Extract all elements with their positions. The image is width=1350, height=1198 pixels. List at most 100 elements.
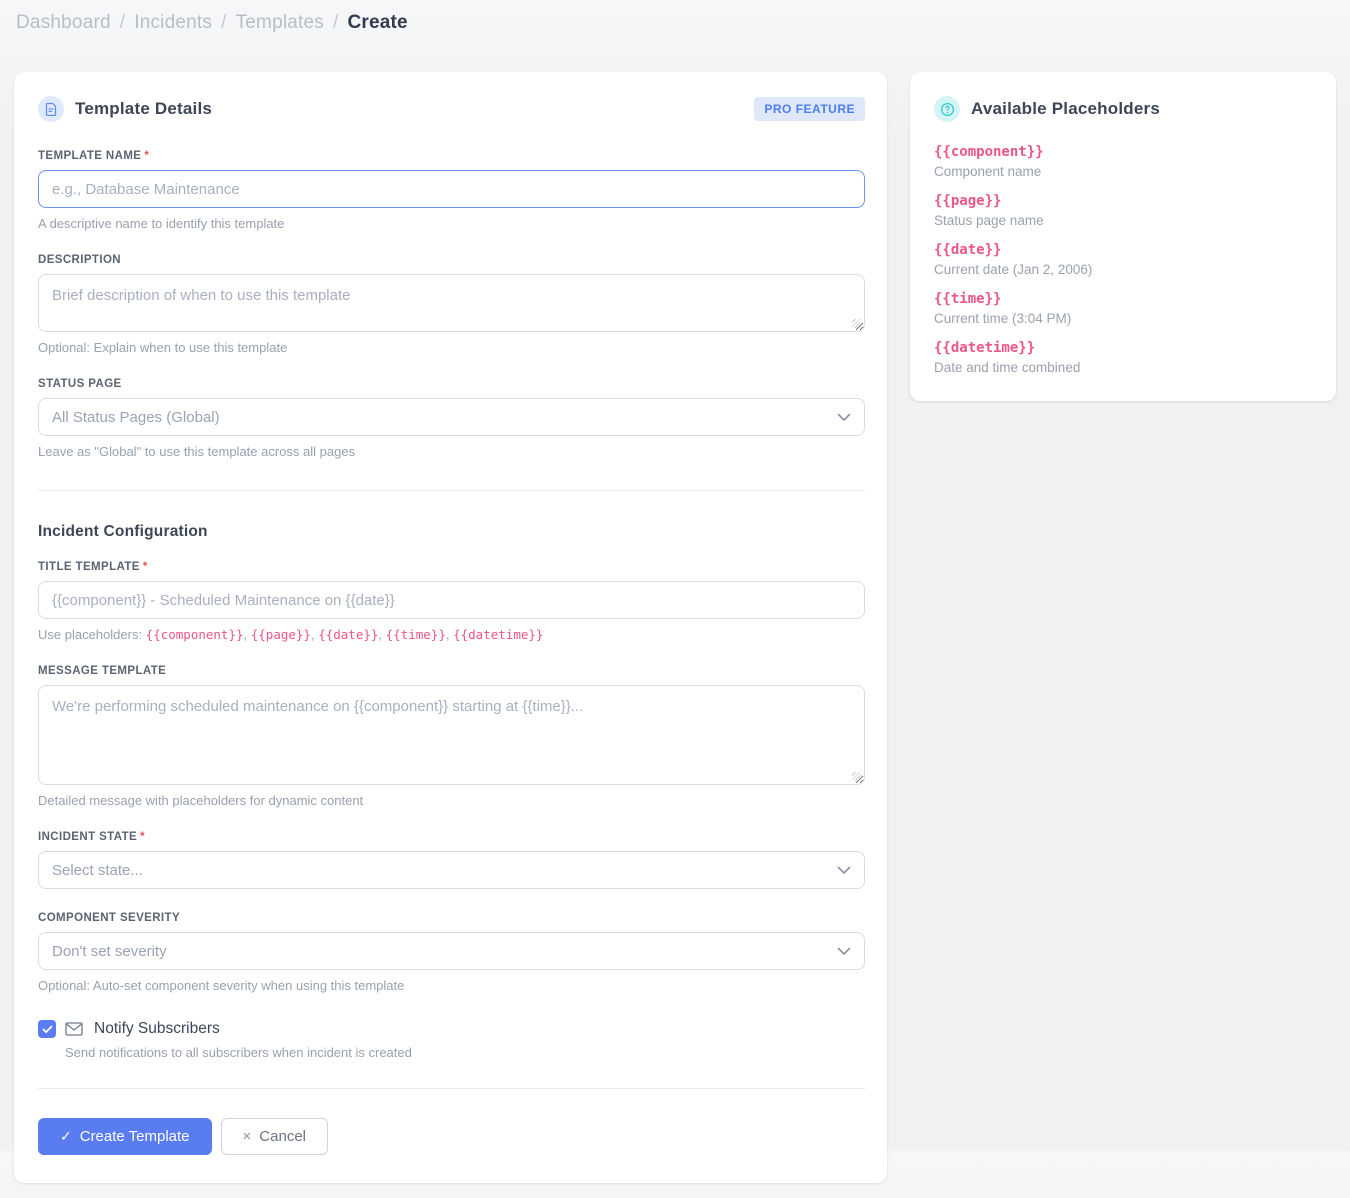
notify-subscribers-help: Send notifications to all subscribers wh… (65, 1045, 412, 1060)
side-card-title: Available Placeholders (971, 99, 1160, 118)
description-help: Optional: Explain when to use this templ… (38, 340, 288, 355)
status-page-help: Leave as "Global" to use this template a… (38, 444, 356, 459)
breadcrumb-separator: / (119, 12, 126, 33)
placeholder-token: {{component}} (934, 144, 1044, 160)
placeholder-token: {{page}} (934, 193, 1002, 209)
pro-feature-badge: PRO FEATURE (754, 97, 865, 121)
template-name-label-text: TEMPLATE NAME (38, 150, 142, 162)
notify-subscribers-row[interactable]: Notify Subscribers (38, 1020, 865, 1038)
breadcrumb-templates[interactable]: Templates (235, 12, 324, 33)
placeholder-token: {{time}} (385, 627, 446, 642)
placeholder-item: {{datetime}} Date and time combined (934, 340, 1312, 375)
placeholder-item: {{date}} Current date (Jan 2, 2006) (934, 242, 1312, 277)
placeholder-description: Date and time combined (934, 360, 1081, 375)
field-description: DESCRIPTION Optional: Explain when to us… (38, 254, 865, 355)
notify-subscribers-label: Notify Subscribers (94, 1020, 220, 1037)
incident-state-value: Select state... (52, 861, 143, 879)
field-template-name: TEMPLATE NAME* A descriptive name to ide… (38, 150, 865, 231)
component-severity-select[interactable]: Don't set severity (38, 932, 865, 970)
required-asterisk: * (142, 561, 148, 573)
token-separator: , (243, 627, 251, 642)
status-page-select[interactable]: All Status Pages (Global) (38, 398, 865, 436)
available-placeholders-card: Available Placeholders {{component}} Comp… (910, 72, 1336, 401)
title-template-label-text: TITLE TEMPLATE (38, 561, 140, 573)
token-separator: , (310, 627, 319, 642)
placeholder-description: Current time (3:04 PM) (934, 311, 1072, 326)
placeholder-description: Component name (934, 164, 1042, 179)
token-separator: , (445, 627, 454, 642)
field-incident-state: INCIDENT STATE * Select state... (38, 831, 865, 889)
placeholder-token: {{datetime}} (934, 340, 1036, 356)
template-details-card: Template Details PRO FEATURE TEMPLATE NA… (14, 72, 887, 1183)
section-divider (38, 490, 865, 491)
placeholder-item: {{page}} Status page name (934, 193, 1312, 228)
card-header: Template Details PRO FEATURE (38, 96, 865, 122)
breadcrumb-dashboard[interactable]: Dashboard (16, 12, 111, 33)
field-message-template: MESSAGE TEMPLATE Detailed message with p… (38, 665, 865, 808)
incident-configuration-title: Incident Configuration (38, 523, 208, 540)
placeholder-token: {{date}} (318, 627, 379, 642)
chevron-down-icon (837, 866, 851, 874)
check-icon: ✓ (60, 1128, 72, 1144)
placeholder-token: {{time}} (934, 291, 1002, 307)
component-severity-help: Optional: Auto-set component severity wh… (38, 978, 405, 993)
token-separator: , (378, 627, 386, 642)
create-template-label: Create Template (79, 1128, 190, 1145)
breadcrumb-incidents[interactable]: Incidents (134, 12, 213, 33)
incident-state-label-text: INCIDENT STATE (38, 831, 138, 843)
title-template-tokens: {{component}}, {{page}}, {{date}}, {{tim… (146, 627, 544, 642)
required-asterisk: * (144, 150, 150, 162)
placeholder-token: {{date}} (934, 242, 1002, 258)
envelope-icon (65, 1022, 83, 1036)
message-template-textarea[interactable] (38, 685, 865, 785)
title-template-help: Use placeholders: {{component}}, {{page}… (38, 627, 865, 642)
description-textarea[interactable] (38, 274, 865, 332)
template-name-help: A descriptive name to identify this temp… (38, 216, 285, 231)
status-page-label: STATUS PAGE (38, 378, 122, 390)
required-asterisk: * (140, 831, 145, 843)
breadcrumb-separator: / (332, 12, 339, 33)
field-component-severity: COMPONENT SEVERITY Don't set severity Op… (38, 912, 865, 993)
incident-state-select[interactable]: Select state... (38, 851, 865, 889)
template-name-input[interactable] (38, 170, 865, 208)
message-template-label: MESSAGE TEMPLATE (38, 665, 167, 677)
document-icon (38, 96, 64, 122)
placeholder-token: {{datetime}} (453, 627, 544, 642)
description-label: DESCRIPTION (38, 254, 121, 266)
close-icon: × (242, 1128, 252, 1145)
field-title-template: TITLE TEMPLATE* Use placeholders: {{comp… (38, 561, 865, 642)
component-severity-value: Don't set severity (52, 942, 167, 960)
template-name-label: TEMPLATE NAME * (38, 150, 865, 162)
title-template-input[interactable] (38, 581, 865, 619)
placeholder-list: {{component}} Component name {{page}} Statu… (934, 144, 1312, 375)
field-status-page: STATUS PAGE All Status Pages (Global) Le… (38, 378, 865, 459)
cancel-label: Cancel (259, 1128, 306, 1145)
actions-divider (38, 1088, 865, 1089)
placeholder-description: Current date (Jan 2, 2006) (934, 262, 1093, 277)
placeholder-item: {{time}} Current time (3:04 PM) (934, 291, 1312, 326)
button-row: ✓ Create Template × Cancel (38, 1118, 865, 1155)
message-template-help: Detailed message with placeholders for d… (38, 793, 364, 808)
notify-subscribers-checkbox[interactable] (38, 1020, 56, 1038)
title-template-help-prefix: Use placeholders: (38, 627, 146, 642)
breadcrumb: Dashboard / Incidents / Templates / Create (14, 10, 1336, 38)
placeholder-token: {{page}} (250, 627, 311, 642)
chevron-down-icon (837, 947, 851, 955)
breadcrumb-separator: / (221, 12, 227, 33)
status-page-value: All Status Pages (Global) (52, 408, 220, 426)
help-circle-icon (934, 96, 960, 122)
side-card-header: Available Placeholders (934, 96, 1312, 122)
title-template-label: TITLE TEMPLATE * (38, 561, 865, 573)
placeholder-description: Status page name (934, 213, 1044, 228)
breadcrumb-current: Create (347, 12, 408, 33)
chevron-down-icon (837, 413, 851, 421)
card-title: Template Details (75, 99, 213, 118)
component-severity-label: COMPONENT SEVERITY (38, 912, 181, 924)
incident-state-label: INCIDENT STATE * (38, 831, 865, 843)
placeholder-item: {{component}} Component name (934, 144, 1312, 179)
placeholder-token: {{component}} (145, 627, 244, 642)
cancel-button[interactable]: × Cancel (220, 1118, 328, 1155)
create-template-button[interactable]: ✓ Create Template (38, 1118, 212, 1155)
content-layout: Template Details PRO FEATURE TEMPLATE NA… (14, 72, 1336, 1183)
